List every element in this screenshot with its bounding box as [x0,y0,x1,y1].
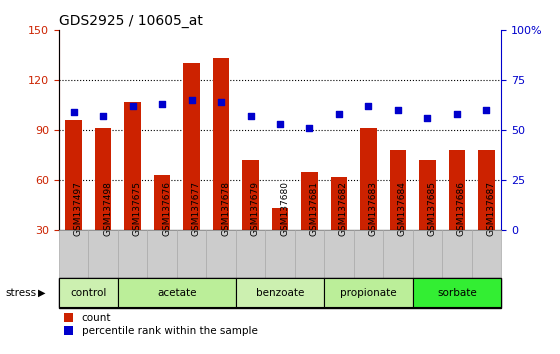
Bar [154,175,170,280]
Text: GSM137675: GSM137675 [133,181,142,236]
Bar [478,150,494,280]
Bar [59,230,88,278]
Bar [331,177,347,280]
Text: GSM137679: GSM137679 [250,181,259,236]
Text: control: control [70,288,106,298]
Point [99,113,108,119]
Bar [213,58,229,280]
Bar [206,230,236,278]
Text: sorbate: sorbate [437,288,477,298]
Point [305,125,314,131]
Text: benzoate: benzoate [256,288,304,298]
Text: GDS2925 / 10605_at: GDS2925 / 10605_at [59,14,203,28]
Bar [295,230,324,278]
Text: acetate: acetate [157,288,197,298]
Bar [390,150,406,280]
Bar [472,230,501,278]
Point [217,99,226,105]
Bar [419,160,436,280]
Bar [324,279,413,307]
Text: stress: stress [6,288,37,298]
Bar [449,150,465,280]
Point [364,103,373,109]
Bar [442,230,472,278]
Bar [236,279,324,307]
Point [482,107,491,113]
Bar [301,172,318,280]
Bar [118,279,236,307]
Text: GSM137687: GSM137687 [487,181,496,236]
Bar [95,129,111,280]
Legend: count, percentile rank within the sample: count, percentile rank within the sample [64,313,258,336]
Text: GSM137498: GSM137498 [103,181,112,236]
Bar [265,230,295,278]
Text: GSM137686: GSM137686 [457,181,466,236]
Point [334,111,343,117]
Text: GSM137680: GSM137680 [280,181,289,236]
Bar [413,230,442,278]
Bar [236,230,265,278]
Point [276,121,284,127]
Text: GSM137684: GSM137684 [398,181,407,236]
Text: GSM137681: GSM137681 [310,181,319,236]
Text: propionate: propionate [340,288,397,298]
Point [394,107,403,113]
Bar [354,230,383,278]
Point [157,101,166,107]
Text: GSM137683: GSM137683 [368,181,377,236]
Point [246,113,255,119]
Bar [88,230,118,278]
Bar [66,120,82,280]
Bar [383,230,413,278]
Point [452,111,461,117]
Bar [272,209,288,280]
Text: GSM137682: GSM137682 [339,181,348,236]
Bar [413,279,501,307]
Bar [324,230,354,278]
Text: ▶: ▶ [38,288,45,298]
Bar [361,129,376,280]
Bar [177,230,206,278]
Text: GSM137685: GSM137685 [427,181,436,236]
Point [128,103,137,109]
Bar [118,230,147,278]
Text: GSM137676: GSM137676 [162,181,171,236]
Point [187,97,196,103]
Text: GSM137677: GSM137677 [192,181,200,236]
Point [423,115,432,121]
Bar [59,279,118,307]
Point [69,109,78,115]
Text: GSM137497: GSM137497 [73,181,82,236]
Text: GSM137678: GSM137678 [221,181,230,236]
Bar [184,63,199,280]
Bar [242,160,259,280]
Bar [147,230,177,278]
Bar [124,102,141,280]
